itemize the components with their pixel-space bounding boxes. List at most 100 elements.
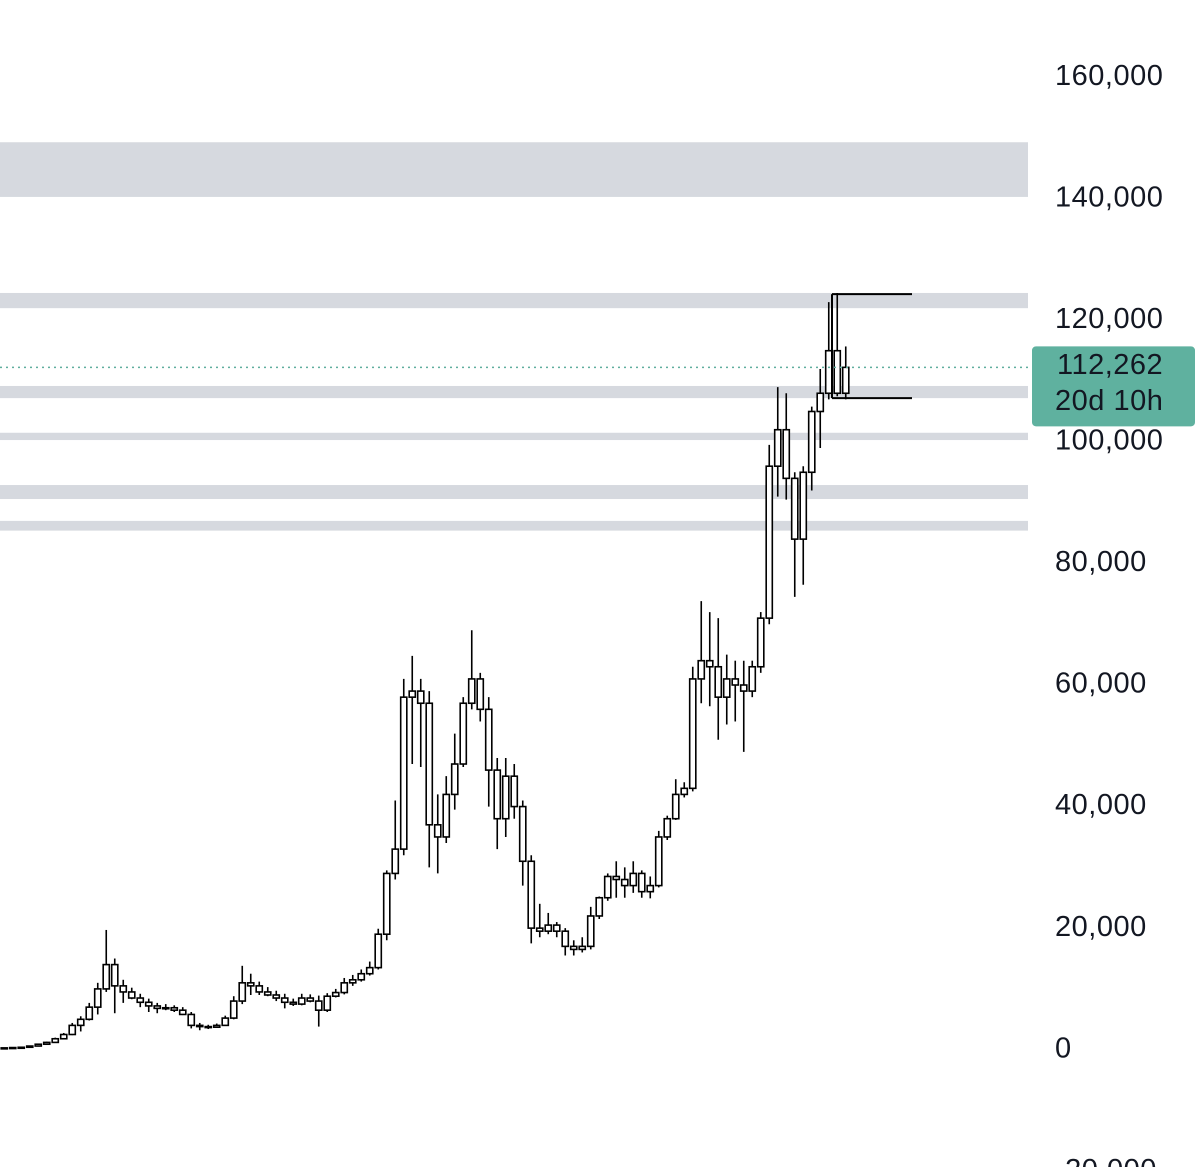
zone: [0, 432, 1028, 441]
y-tick-label: 140,000: [1055, 181, 1163, 213]
candle-body: [773, 428, 782, 467]
candle-body: [552, 924, 561, 932]
candle-body: [331, 991, 340, 998]
candle-body: [102, 963, 111, 990]
candle-body: [17, 1046, 26, 1050]
candle-body: [229, 1000, 238, 1019]
candle-body: [807, 410, 816, 474]
candle-body: [85, 1006, 94, 1021]
candle-body: [25, 1045, 34, 1049]
candle-body: [340, 982, 349, 994]
candle-body: [722, 678, 731, 698]
candle-body: [748, 665, 757, 692]
y-tick-label: 160,000: [1055, 60, 1163, 92]
candle-body: [433, 824, 442, 838]
candle-body: [841, 366, 850, 395]
candle-body: [739, 684, 748, 692]
candle-body: [323, 995, 332, 1011]
y-tick-label: 20,000: [1055, 911, 1147, 943]
y-tick-label: 0: [1055, 1032, 1072, 1064]
candle-body: [272, 994, 281, 999]
candle-body: [178, 1009, 187, 1016]
candle-body: [238, 982, 247, 1002]
y-tick-label: 60,000: [1055, 668, 1147, 700]
candle-body: [790, 477, 799, 540]
candle-body: [306, 997, 315, 1002]
candle-body: [314, 1000, 323, 1011]
candle-body: [586, 915, 595, 948]
candle-body: [127, 991, 136, 999]
zone: [0, 292, 1028, 309]
candle-body: [654, 836, 663, 887]
candle-body: [671, 793, 680, 820]
candle-body: [603, 875, 612, 899]
candle-body: [765, 465, 774, 619]
candle-body: [0, 1047, 9, 1050]
candle-body: [663, 817, 672, 838]
candle-body: [399, 696, 408, 850]
candle-body: [136, 997, 145, 1004]
candle-body: [442, 793, 451, 838]
candle-body: [34, 1043, 43, 1047]
candle-body: [833, 349, 842, 395]
candle-body: [510, 775, 519, 808]
candle-body: [824, 349, 833, 395]
y-tick-label: 120,000: [1055, 303, 1163, 335]
y-tick-label: 40,000: [1055, 789, 1147, 821]
candle-body: [59, 1033, 68, 1040]
candle-body: [187, 1013, 196, 1027]
candle-body: [595, 896, 604, 917]
candle-body: [348, 978, 357, 984]
countdown-label: 20d 10h: [1055, 385, 1163, 417]
candle-body: [195, 1024, 204, 1028]
candle-body: [450, 763, 459, 796]
candle-body: [714, 665, 723, 698]
candle-body: [620, 878, 629, 887]
candle-body: [799, 471, 808, 540]
candle-body: [629, 872, 638, 887]
candle-body: [144, 1001, 153, 1007]
candle-body: [782, 428, 791, 480]
candle-body: [569, 945, 578, 951]
candle-body: [93, 988, 102, 1008]
candle-body: [255, 985, 264, 993]
y-tick-label: 100,000: [1055, 425, 1163, 457]
candle-body: [501, 775, 510, 820]
candle-body: [212, 1024, 221, 1029]
candle-body: [484, 708, 493, 771]
candle-body: [161, 1006, 170, 1010]
candle-body: [374, 933, 383, 969]
candle-body: [518, 805, 527, 863]
last-price-label: 112,262: [1057, 349, 1163, 381]
candle-body: [578, 945, 587, 951]
candle-body: [68, 1024, 77, 1036]
candle-body: [527, 860, 536, 929]
zone: [0, 385, 1028, 399]
candle-body: [153, 1005, 162, 1010]
candle-body: [280, 997, 289, 1004]
candle-body: [731, 678, 740, 686]
candle-body: [365, 966, 374, 975]
candle-body: [51, 1037, 60, 1044]
candle-body: [561, 930, 570, 948]
y-tick-label: 80,000: [1055, 546, 1147, 578]
zone: [0, 485, 1028, 500]
candle-body: [221, 1017, 230, 1027]
candle-body: [425, 702, 434, 826]
candle-body: [646, 884, 655, 893]
candle-body: [119, 985, 128, 993]
candle-body: [110, 963, 119, 987]
candle-body: [493, 769, 502, 820]
candle-body: [263, 991, 272, 996]
candle-body: [76, 1018, 85, 1027]
candle-body: [612, 875, 621, 881]
candle-body: [680, 787, 689, 796]
candle-body: [416, 690, 425, 705]
candle-body: [816, 392, 825, 413]
candle-body: [637, 872, 646, 893]
candle-body: [289, 1001, 298, 1005]
candle-body: [382, 872, 391, 936]
candle-body: [357, 972, 366, 981]
